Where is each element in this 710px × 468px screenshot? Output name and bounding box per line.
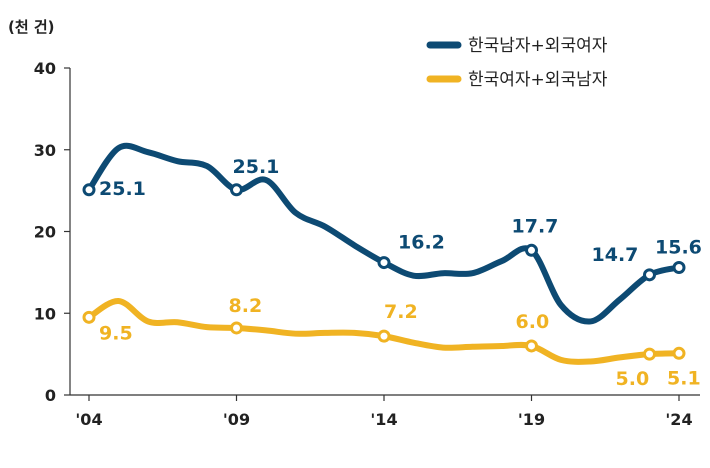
y-axis-unit-label: (천 건) [8, 18, 55, 36]
data-label: 25.1 [99, 178, 146, 200]
data-label: 14.7 [592, 244, 639, 266]
legend-label: 한국남자+외국여자 [468, 36, 608, 56]
data-point-marker [82, 183, 96, 197]
data-label: 5.1 [667, 367, 701, 389]
data-point-marker [377, 256, 391, 270]
data-point-marker [643, 347, 656, 361]
data-point-marker [230, 183, 243, 197]
data-label: 8.2 [229, 295, 263, 317]
y-tick-label: 20 [34, 223, 56, 242]
data-point-marker [525, 243, 538, 257]
x-tick-label: '24 [665, 410, 692, 429]
series-line-1 [86, 142, 682, 325]
data-point-marker [82, 310, 96, 324]
data-label: 17.7 [512, 215, 559, 237]
data-point-marker [525, 339, 538, 353]
legend-label: 한국여자+외국남자 [468, 70, 608, 90]
data-label: 16.2 [398, 232, 445, 254]
data-label: 9.5 [99, 322, 133, 344]
y-tick-label: 30 [34, 141, 56, 160]
data-label: 6.0 [516, 311, 550, 333]
data-label: 5.0 [616, 368, 650, 390]
data-point-marker [230, 321, 243, 335]
x-tick-label: '19 [518, 410, 545, 429]
data-label: 7.2 [384, 301, 418, 323]
y-tick-label: 40 [34, 59, 56, 78]
data-point-marker [672, 260, 686, 274]
x-tick-label: '14 [370, 410, 397, 429]
y-tick-label: 0 [45, 386, 56, 405]
x-tick-label: '09 [223, 410, 250, 429]
data-point-marker [643, 268, 656, 282]
x-tick-label: '04 [75, 410, 102, 429]
data-point-marker [672, 346, 686, 360]
data-point-marker [377, 329, 391, 343]
data-label: 25.1 [233, 156, 280, 178]
y-tick-label: 10 [34, 304, 56, 323]
data-label: 15.6 [655, 236, 702, 258]
